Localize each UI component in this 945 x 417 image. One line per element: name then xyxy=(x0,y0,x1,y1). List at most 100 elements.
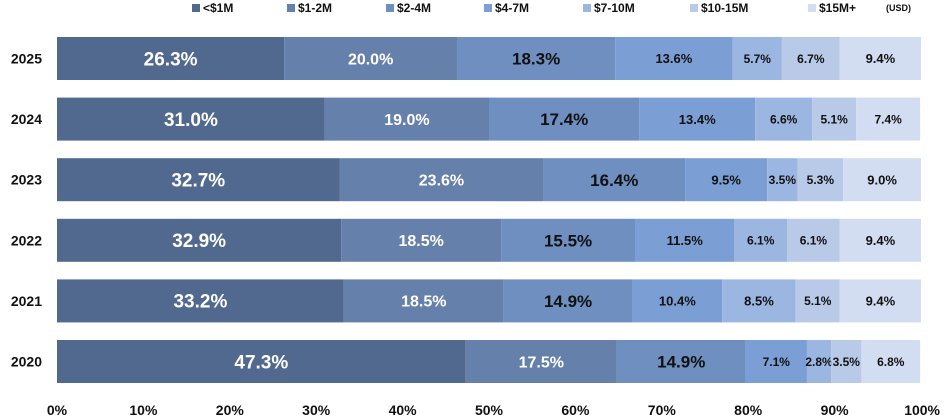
bar-data-label: 31.0% xyxy=(164,110,218,131)
bar-segment xyxy=(745,340,807,383)
y-tick-label: 2025 xyxy=(11,51,42,67)
bar-segment xyxy=(341,218,502,262)
bar-data-label: 16.4% xyxy=(590,171,638,190)
bar-segment xyxy=(615,37,733,80)
bar-data-label: 23.6% xyxy=(419,172,464,189)
bar-segment xyxy=(457,37,616,80)
legend: <$1M $1-2M $2-4M $4-7M $7-10M $10-15M $15M+ (US… xyxy=(192,1,911,15)
x-tick-label: 0% xyxy=(47,402,68,417)
bar-data-label: 14.9% xyxy=(544,292,592,311)
bar-data-label: 7.1% xyxy=(763,355,791,369)
y-tick-label: 2024 xyxy=(11,111,42,127)
bar-data-label: 7.4% xyxy=(874,112,902,126)
bar-data-label: 9.0% xyxy=(867,172,897,187)
bar-data-label: 5.3% xyxy=(807,173,835,187)
bar-row-2020: 47.3% 17.5% 14.9% 7.1% 2.8% 3.5% 6.8% xyxy=(57,340,921,383)
legend-swatch xyxy=(287,4,295,12)
bar-segment xyxy=(787,218,840,262)
bar-segment xyxy=(795,279,840,323)
bar-data-label: 20.0% xyxy=(348,51,393,68)
bar-data-label: 5.1% xyxy=(820,112,848,126)
x-tick-label: 50% xyxy=(475,402,504,417)
bar-data-label: 3.5% xyxy=(833,355,861,369)
bar-data-label: 9.4% xyxy=(866,294,896,309)
x-tick-label: 40% xyxy=(389,402,418,417)
legend-label: $15M+ xyxy=(819,1,856,15)
bar-segment xyxy=(284,37,458,80)
legend-swatch xyxy=(583,4,591,12)
bar-segment xyxy=(722,279,796,323)
bar-segment xyxy=(57,158,340,202)
bar-data-label: 17.5% xyxy=(519,354,564,371)
bar-data-label: 19.0% xyxy=(384,112,429,129)
legend-label: $1-2M xyxy=(298,1,332,15)
bar-data-label: 6.1% xyxy=(747,234,775,248)
bar-segment xyxy=(57,37,285,80)
bar-data-label: 32.7% xyxy=(171,171,225,192)
bar-segment xyxy=(339,158,544,202)
y-tick-label: 2023 xyxy=(11,172,42,188)
bar-segment xyxy=(543,158,686,202)
bar-segment xyxy=(812,97,857,141)
bar-data-label: 33.2% xyxy=(173,292,227,313)
y-tick-label: 2021 xyxy=(11,293,42,309)
bar-row-2023: 32.7% 23.6% 16.4% 9.5% 3.5% 5.3% 9.0% xyxy=(57,158,921,202)
bar-data-label: 13.6% xyxy=(655,51,692,66)
x-tick-label: 30% xyxy=(302,402,331,417)
bar-segment xyxy=(465,340,617,383)
bar-segment xyxy=(755,97,813,141)
bar-data-label: 11.5% xyxy=(667,233,704,248)
y-tick-label: 2022 xyxy=(11,232,42,248)
bar-data-label: 14.9% xyxy=(657,353,705,372)
bar-segment xyxy=(839,37,921,80)
bar-data-label: 47.3% xyxy=(234,352,288,373)
bar-segment xyxy=(57,97,325,141)
bar-row-2021: 33.2% 18.5% 14.9% 10.4% 8.5% 5.1% 9.4% xyxy=(57,279,921,323)
x-tick-label: 90% xyxy=(821,402,850,417)
legend-label: $4-7M xyxy=(495,1,529,15)
bar-segment xyxy=(57,340,466,383)
bar-segment xyxy=(685,158,768,202)
bar-segment xyxy=(732,37,782,80)
x-axis: 0% 10% 20% 30% 40% 50% 60% 70% 80% 90% 100% xyxy=(47,402,941,417)
bar-data-label: 6.8% xyxy=(877,355,905,369)
bar-segment xyxy=(639,97,756,141)
bar-segment xyxy=(839,218,921,262)
legend-swatch xyxy=(386,4,394,12)
bar-segment xyxy=(781,37,840,80)
bar-data-label: 32.9% xyxy=(172,231,226,252)
x-tick-label: 100% xyxy=(904,402,940,417)
x-tick-label: 60% xyxy=(561,402,590,417)
bar-segment xyxy=(734,218,788,262)
legend-unit-note: (USD) xyxy=(886,3,911,13)
bar-data-label: 9.4% xyxy=(866,233,896,248)
bar-segment xyxy=(839,279,921,323)
bar-segment xyxy=(57,279,344,323)
bar-segment xyxy=(501,218,636,262)
bar-data-label: 18.5% xyxy=(398,233,443,250)
legend-swatch xyxy=(808,4,816,12)
bar-row-2025: 26.3% 20.0% 18.3% 13.6% 5.7% 6.7% 9.4% xyxy=(57,37,921,80)
bar-segment xyxy=(861,340,921,383)
bar-data-label: 17.4% xyxy=(540,110,588,129)
bar-row-2024: 31.0% 19.0% 17.4% 13.4% 6.6% 5.1% 7.4% xyxy=(57,97,921,141)
bar-segment xyxy=(632,279,723,323)
x-tick-label: 70% xyxy=(648,402,677,417)
bar-segment xyxy=(856,97,921,141)
bar-segment xyxy=(489,97,640,141)
bar-data-label: 15.5% xyxy=(544,231,592,250)
bar-data-label: 26.3% xyxy=(144,49,198,70)
bar-segment xyxy=(616,340,746,383)
y-axis: 2025 2024 2023 2022 2021 2020 xyxy=(11,51,42,370)
bar-data-label: 18.3% xyxy=(512,50,560,69)
legend-label: $10-15M xyxy=(701,1,748,15)
bar-segment xyxy=(324,97,489,141)
bar-segment xyxy=(843,158,921,202)
bar-data-label: 6.6% xyxy=(770,112,798,126)
bar-segment xyxy=(57,218,342,262)
bar-segment xyxy=(831,340,862,383)
legend-label: $7-10M xyxy=(594,1,635,15)
legend-swatch xyxy=(690,4,698,12)
bar-data-label: 9.5% xyxy=(711,172,741,187)
